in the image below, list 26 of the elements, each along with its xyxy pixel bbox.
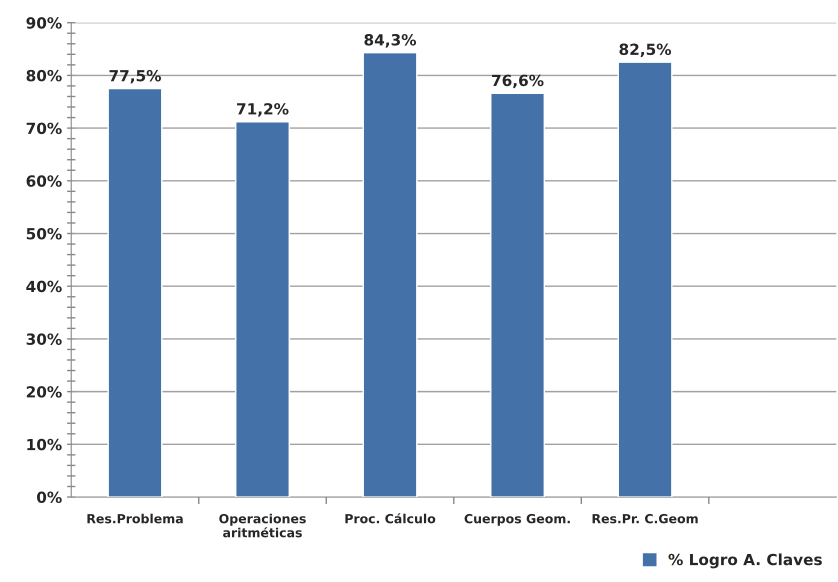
- x-tick-label: Proc. Cálculo: [345, 513, 436, 524]
- bar: [618, 62, 673, 498]
- bar: [490, 92, 546, 498]
- y-tick-label: 20%: [26, 386, 62, 398]
- x-tick-label: Res.Problema: [87, 514, 183, 524]
- y-tick-label: 70%: [26, 122, 62, 134]
- y-tick-label: 90%: [26, 17, 62, 29]
- y-tick-label: 50%: [26, 228, 62, 240]
- data-label: 77,5%: [110, 70, 162, 84]
- data-label: 82,5%: [619, 44, 672, 58]
- data-label: 76,6%: [492, 74, 544, 88]
- bar: [108, 88, 162, 498]
- y-tick-label: 40%: [26, 280, 62, 292]
- data-label: 84,3%: [364, 34, 416, 48]
- legend-label: % Logro A. Claves: [668, 553, 822, 568]
- data-label: 71,2%: [237, 103, 289, 117]
- x-tick-label: Res.Pr. C.Geom: [592, 514, 698, 524]
- y-tick-label: 10%: [27, 438, 62, 450]
- y-tick-label: 30%: [26, 333, 62, 345]
- x-tick-label: Operaciones aritméticas: [219, 514, 306, 538]
- bar: [362, 52, 418, 498]
- y-tick-label: 60%: [26, 175, 62, 187]
- bar: [235, 121, 290, 498]
- y-tick-label: 0%: [36, 491, 62, 504]
- x-tick-label: Cuerpos Geom.: [464, 514, 570, 526]
- y-tick-label: 80%: [26, 70, 62, 82]
